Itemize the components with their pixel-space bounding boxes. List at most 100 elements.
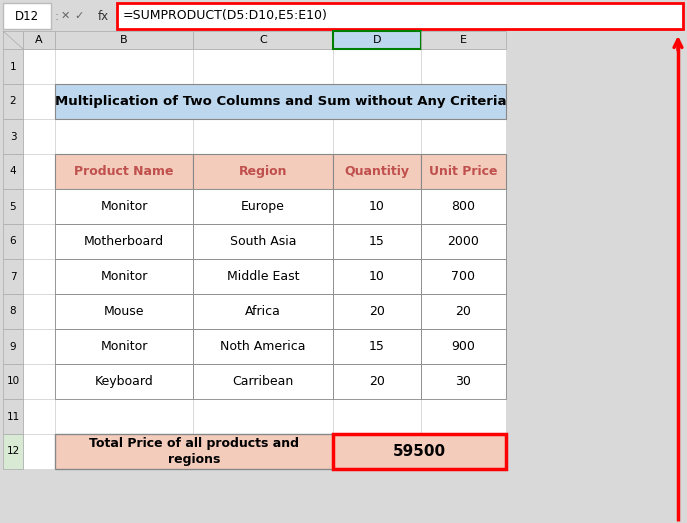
Text: 10: 10 — [369, 270, 385, 283]
Bar — [55, 294, 193, 329]
Bar — [3, 119, 23, 154]
Bar — [421, 224, 506, 259]
Text: :: : — [55, 9, 59, 22]
Bar — [421, 259, 506, 294]
Text: 8: 8 — [10, 306, 16, 316]
Bar — [23, 364, 55, 399]
Bar — [55, 49, 193, 84]
Text: 6: 6 — [10, 236, 16, 246]
Text: Africa: Africa — [245, 305, 281, 318]
Bar — [23, 31, 55, 49]
Bar — [55, 224, 193, 259]
Bar — [333, 329, 421, 364]
Text: 20: 20 — [369, 305, 385, 318]
Text: Unit Price: Unit Price — [429, 165, 498, 178]
Text: Middle East: Middle East — [227, 270, 300, 283]
Bar — [55, 224, 193, 259]
Text: D: D — [373, 35, 381, 45]
Bar — [193, 189, 333, 224]
Bar — [0, 0, 687, 31]
Bar — [333, 364, 421, 399]
Bar — [333, 294, 421, 329]
Bar — [3, 3, 51, 29]
Text: Motherboard: Motherboard — [84, 235, 164, 248]
Bar — [55, 31, 193, 49]
Text: 800: 800 — [451, 200, 475, 213]
Text: E: E — [460, 35, 467, 45]
Bar — [55, 294, 193, 329]
Bar — [333, 364, 421, 399]
Bar — [55, 84, 506, 119]
Bar — [333, 434, 421, 469]
Text: fx: fx — [98, 9, 109, 22]
Text: 2: 2 — [10, 97, 16, 107]
Text: 7: 7 — [10, 271, 16, 281]
Bar — [55, 84, 193, 119]
Bar — [421, 189, 506, 224]
Text: 12: 12 — [6, 447, 20, 457]
Bar — [23, 189, 55, 224]
Bar — [3, 364, 23, 399]
Bar — [193, 259, 333, 294]
Bar — [23, 224, 55, 259]
Bar — [23, 84, 55, 119]
Bar — [3, 259, 23, 294]
Bar — [193, 294, 333, 329]
Bar — [23, 399, 55, 434]
Bar — [421, 329, 506, 364]
Bar — [23, 329, 55, 364]
Text: ✓: ✓ — [74, 11, 84, 21]
Text: Keyboard: Keyboard — [95, 375, 153, 388]
Bar — [333, 154, 421, 189]
Text: 5: 5 — [10, 201, 16, 211]
Bar — [421, 364, 506, 399]
Bar — [421, 259, 506, 294]
Text: 15: 15 — [369, 340, 385, 353]
Bar — [193, 364, 333, 399]
Bar — [421, 84, 506, 119]
Bar — [3, 434, 23, 469]
Bar — [421, 364, 506, 399]
Bar — [3, 31, 23, 49]
Bar — [55, 329, 193, 364]
Bar — [55, 364, 193, 399]
Bar — [193, 329, 333, 364]
Bar — [333, 84, 421, 119]
Text: 9: 9 — [10, 342, 16, 351]
Bar — [193, 399, 333, 434]
Bar — [333, 31, 421, 49]
Text: D12: D12 — [15, 9, 39, 22]
Bar — [333, 119, 421, 154]
Bar — [193, 259, 333, 294]
Bar — [333, 224, 421, 259]
Text: 10: 10 — [369, 200, 385, 213]
Text: Multiplication of Two Columns and Sum without Any Criteria: Multiplication of Two Columns and Sum wi… — [55, 95, 506, 108]
Text: 20: 20 — [369, 375, 385, 388]
Bar — [333, 259, 421, 294]
Bar — [193, 154, 333, 189]
Text: C: C — [259, 35, 267, 45]
Bar — [55, 119, 193, 154]
Bar — [193, 31, 333, 49]
Bar — [193, 84, 333, 119]
Bar — [55, 329, 193, 364]
Bar — [55, 434, 333, 469]
Bar — [193, 224, 333, 259]
Text: South Asia: South Asia — [229, 235, 296, 248]
Text: Monitor: Monitor — [100, 270, 148, 283]
Text: Noth America: Noth America — [221, 340, 306, 353]
Bar — [333, 259, 421, 294]
Bar — [55, 189, 193, 224]
Bar — [3, 294, 23, 329]
Bar — [55, 364, 193, 399]
Bar — [421, 294, 506, 329]
Bar — [333, 294, 421, 329]
Text: 10: 10 — [6, 377, 19, 386]
Bar — [333, 189, 421, 224]
Bar — [23, 434, 55, 469]
Bar — [333, 154, 421, 189]
Text: Product Name: Product Name — [74, 165, 174, 178]
Bar — [333, 434, 506, 469]
Text: 11: 11 — [6, 412, 20, 422]
Text: 3: 3 — [10, 131, 16, 142]
